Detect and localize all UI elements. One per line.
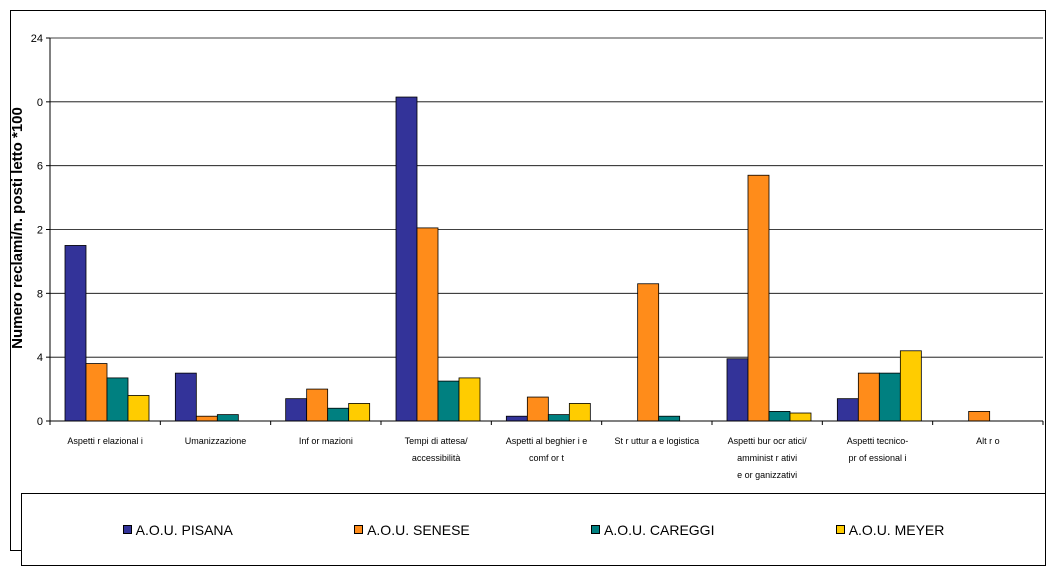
x-category-label-line: accessibilità — [412, 453, 461, 463]
bar — [789, 412, 812, 422]
bar — [505, 415, 528, 422]
x-category-label-line: comf or t — [529, 453, 565, 463]
bar — [437, 380, 460, 422]
x-category-label-line: Aspetti r elazional i — [67, 436, 143, 446]
bar — [526, 396, 549, 422]
bar — [64, 245, 87, 422]
x-category-label: Aspetti al beghier i e comf or t — [506, 436, 588, 463]
x-category-label-line: e or ganizzativi — [737, 470, 797, 480]
bar — [878, 372, 901, 422]
bar — [306, 388, 329, 422]
bar — [106, 377, 129, 422]
bar — [768, 411, 791, 422]
bar — [285, 398, 308, 422]
bar — [395, 96, 418, 422]
y-tick-label: 8 — [37, 288, 43, 300]
x-category-label-line: Aspetti tecnico- — [847, 436, 909, 446]
bars — [64, 96, 991, 422]
x-category-label: Aspetti bur ocr atici/amminist r ativi e … — [728, 436, 808, 480]
axes — [46, 37, 1044, 425]
bar — [857, 372, 880, 422]
legend-swatch — [354, 525, 364, 534]
x-category-label-line: Inf or mazioni — [299, 436, 353, 446]
legend-item: A.O.U. SENESE — [354, 522, 470, 538]
legend-label: A.O.U. SENESE — [367, 521, 470, 538]
bar — [726, 358, 749, 422]
legend-item: A.O.U. CAREGGI — [591, 522, 714, 538]
y-tick-label: 24 — [31, 33, 43, 45]
y-tick-label: 4 — [37, 352, 43, 364]
x-category-label: Alt r o — [976, 436, 1000, 446]
y-tick-labels: 0 4 8 2 6 0 24 — [31, 33, 43, 428]
chart-frame — [10, 10, 1046, 551]
bar — [85, 363, 108, 422]
bar — [747, 174, 770, 422]
x-category-label-line: Umanizzazione — [185, 436, 247, 446]
bar — [416, 227, 439, 422]
x-category-label: Tempi di attesa/accessibilità — [405, 436, 469, 463]
x-category-label: Umanizzazione — [185, 436, 247, 446]
legend-item: A.O.U. PISANA — [122, 521, 233, 538]
x-category-label: Aspetti r elazional i — [67, 436, 143, 446]
legend-label: A.O.U. MEYER — [848, 521, 945, 538]
x-category-label-line: amminist r ativi — [737, 453, 797, 463]
bar — [547, 414, 570, 422]
bar — [568, 403, 591, 422]
legend-swatch — [835, 525, 845, 534]
gridlines — [50, 37, 1043, 358]
x-category-label: Aspetti tecnico-pr of essional i — [847, 436, 909, 463]
bar — [899, 350, 922, 422]
legend: A.O.U. PISANA A.O.U. SENESE A.O.U. CAREGGI… — [21, 493, 1046, 566]
x-category-label-line: Tempi di attesa/ — [405, 436, 469, 446]
x-category-label-line: Alt r o — [976, 436, 1000, 446]
x-category-label-line: Aspetti al beghier i e — [506, 436, 588, 446]
bar — [195, 415, 218, 422]
bar — [127, 395, 150, 422]
y-axis-label: Numero reclami/n. posti letto *100 — [9, 107, 26, 349]
bar — [174, 372, 197, 422]
bar — [658, 415, 681, 422]
bar — [327, 407, 350, 422]
bar — [348, 403, 371, 422]
legend-label: A.O.U. CAREGGI — [604, 521, 715, 538]
bar — [216, 414, 239, 422]
legend-item: A.O.U. MEYER — [835, 521, 945, 538]
y-tick-label: 6 — [37, 161, 43, 173]
y-tick-label: 2 — [37, 225, 43, 237]
x-category-label: St r uttur a e logistica — [615, 436, 700, 446]
legend-swatch — [122, 525, 132, 534]
y-tick-label: 0 — [37, 97, 43, 109]
x-category-label: Inf or mazioni — [299, 436, 353, 446]
bar — [637, 283, 660, 422]
x-category-label-line: Aspetti bur ocr atici/ — [728, 436, 808, 446]
bar — [836, 398, 859, 422]
x-category-labels: Aspetti r elazional i Umanizzazione Inf or… — [67, 436, 999, 480]
bar — [968, 411, 991, 422]
legend-label: A.O.U. PISANA — [135, 521, 233, 538]
bar — [458, 377, 481, 422]
x-category-label-line: pr of essional i — [848, 453, 906, 463]
bar-chart: 0 4 8 2 6 0 24 Aspetti r elazional i Umanizzazi… — [9, 33, 1044, 480]
legend-swatch — [591, 525, 600, 534]
x-category-label-line: St r uttur a e logistica — [615, 436, 700, 446]
y-tick-label: 0 — [37, 416, 43, 428]
